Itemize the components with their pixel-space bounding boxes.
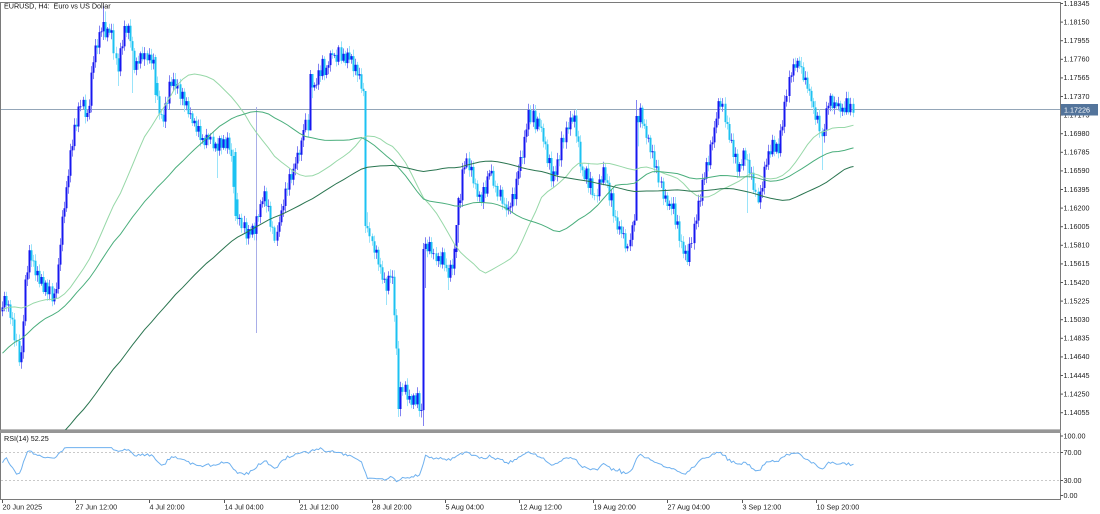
svg-text:EURUSD, H4: Euro vs US Dollar: EURUSD, H4: Euro vs US Dollar xyxy=(4,2,111,11)
svg-text:0.00: 0.00 xyxy=(1064,491,1078,500)
svg-text:3 Sep 12:00: 3 Sep 12:00 xyxy=(743,503,782,512)
svg-text:1.17370: 1.17370 xyxy=(1064,92,1090,101)
svg-text:70.00: 70.00 xyxy=(1064,448,1082,457)
svg-text:1.15615: 1.15615 xyxy=(1064,259,1090,268)
svg-text:1.14445: 1.14445 xyxy=(1064,371,1090,380)
svg-text:1.15810: 1.15810 xyxy=(1064,241,1090,250)
svg-text:1.14055: 1.14055 xyxy=(1064,408,1090,417)
svg-text:1.16980: 1.16980 xyxy=(1064,129,1090,138)
svg-text:1.18150: 1.18150 xyxy=(1064,17,1090,26)
svg-text:1.16005: 1.16005 xyxy=(1064,222,1090,231)
svg-text:1.16785: 1.16785 xyxy=(1064,148,1090,157)
svg-text:1.17565: 1.17565 xyxy=(1064,73,1090,82)
svg-text:1.15225: 1.15225 xyxy=(1064,296,1090,305)
svg-text:100.00: 100.00 xyxy=(1064,432,1086,441)
svg-text:5 Aug 04:00: 5 Aug 04:00 xyxy=(446,503,484,512)
svg-text:20 Jun 2025: 20 Jun 2025 xyxy=(3,503,43,512)
svg-text:28 Jul 20:00: 28 Jul 20:00 xyxy=(373,503,412,512)
svg-text:1.16590: 1.16590 xyxy=(1064,166,1090,175)
svg-text:1.16200: 1.16200 xyxy=(1064,203,1090,212)
svg-text:30.00: 30.00 xyxy=(1064,476,1082,485)
svg-text:1.17226: 1.17226 xyxy=(1064,106,1090,115)
svg-text:19 Aug 20:00: 19 Aug 20:00 xyxy=(594,503,636,512)
svg-text:12 Aug 12:00: 12 Aug 12:00 xyxy=(520,503,562,512)
svg-text:27 Aug 04:00: 27 Aug 04:00 xyxy=(668,503,710,512)
svg-text:RSI(14) 52.25: RSI(14) 52.25 xyxy=(4,434,49,443)
svg-text:10 Sep 20:00: 10 Sep 20:00 xyxy=(817,503,860,512)
svg-text:1.15420: 1.15420 xyxy=(1064,278,1090,287)
svg-text:1.18345: 1.18345 xyxy=(1064,0,1090,8)
svg-text:21 Jul 12:00: 21 Jul 12:00 xyxy=(300,503,339,512)
svg-text:1.14640: 1.14640 xyxy=(1064,352,1090,361)
svg-text:1.15030: 1.15030 xyxy=(1064,315,1090,324)
svg-text:1.14250: 1.14250 xyxy=(1064,389,1090,398)
svg-text:1.14835: 1.14835 xyxy=(1064,334,1090,343)
svg-text:27 Jun 12:00: 27 Jun 12:00 xyxy=(76,503,118,512)
svg-text:1.17955: 1.17955 xyxy=(1064,36,1090,45)
svg-text:1.16395: 1.16395 xyxy=(1064,185,1090,194)
svg-text:14 Jul 04:00: 14 Jul 04:00 xyxy=(225,503,264,512)
svg-text:4 Jul 20:00: 4 Jul 20:00 xyxy=(150,503,185,512)
svg-text:1.17760: 1.17760 xyxy=(1064,55,1090,64)
